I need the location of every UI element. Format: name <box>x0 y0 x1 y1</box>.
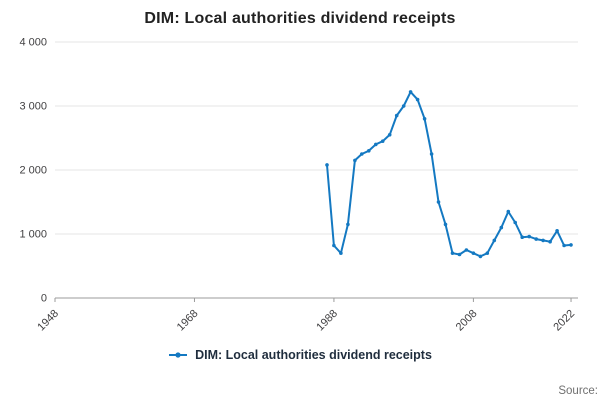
chart-title: DIM: Local authorities dividend receipts <box>144 10 456 27</box>
line-chart: 0 1 000 2 000 3 000 4 000 1948 1968 1988 2008 202… <box>19 37 578 334</box>
data-point-marker <box>436 200 441 204</box>
data-point-marker <box>450 251 455 255</box>
data-point-marker <box>443 222 448 227</box>
data-point-marker <box>380 139 385 143</box>
y-tick-label: 2 000 <box>19 165 47 177</box>
y-tick-label: 4 000 <box>19 37 47 49</box>
data-point-marker <box>555 229 559 233</box>
data-point-marker <box>360 152 364 156</box>
data-point-marker <box>422 117 427 121</box>
source-label: Source: <box>558 385 598 397</box>
data-point-marker <box>339 251 343 255</box>
series-line <box>326 90 572 258</box>
x-tick-label: 1948 <box>35 308 61 334</box>
data-point-marker <box>471 251 476 255</box>
data-point-marker <box>485 251 490 255</box>
data-point-marker <box>367 149 371 153</box>
data-point-marker <box>374 142 378 147</box>
data-point-marker <box>527 234 531 239</box>
data-point-marker <box>401 104 406 108</box>
data-point-marker <box>346 222 350 227</box>
data-point-marker <box>325 163 329 167</box>
data-point-marker <box>548 239 552 244</box>
x-tick-label: 2008 <box>454 308 480 334</box>
legend-series-label: DIM: Local authorities dividend receipts <box>195 348 432 362</box>
x-tick-label: 1988 <box>314 308 340 334</box>
data-point-marker <box>513 220 517 225</box>
data-point-marker <box>569 243 573 247</box>
x-tick-label: 2022 <box>551 308 577 334</box>
data-point-marker <box>415 97 420 102</box>
data-point-marker <box>457 252 462 257</box>
data-point-marker <box>562 243 566 248</box>
data-point-marker <box>429 152 434 156</box>
data-point-marker <box>520 235 524 239</box>
y-tick-label: 3 000 <box>19 101 47 113</box>
x-tick-label: 1968 <box>175 308 201 334</box>
data-point-marker <box>492 238 497 243</box>
legend: DIM: Local authorities dividend receipts <box>0 348 600 362</box>
legend-line-marker-icon <box>169 352 188 358</box>
data-point-marker <box>534 237 538 241</box>
data-point-marker <box>332 243 336 248</box>
y-tick-label: 1 000 <box>19 229 47 241</box>
data-point-marker <box>353 158 357 163</box>
data-point-marker <box>387 133 392 137</box>
data-point-marker <box>464 248 469 252</box>
data-point-marker <box>478 254 483 259</box>
data-point-marker <box>499 225 504 230</box>
data-point-marker <box>541 238 545 243</box>
data-point-marker <box>408 90 413 94</box>
data-point-marker <box>394 113 399 118</box>
data-point-marker <box>506 209 511 214</box>
y-tick-label: 0 <box>41 293 47 305</box>
